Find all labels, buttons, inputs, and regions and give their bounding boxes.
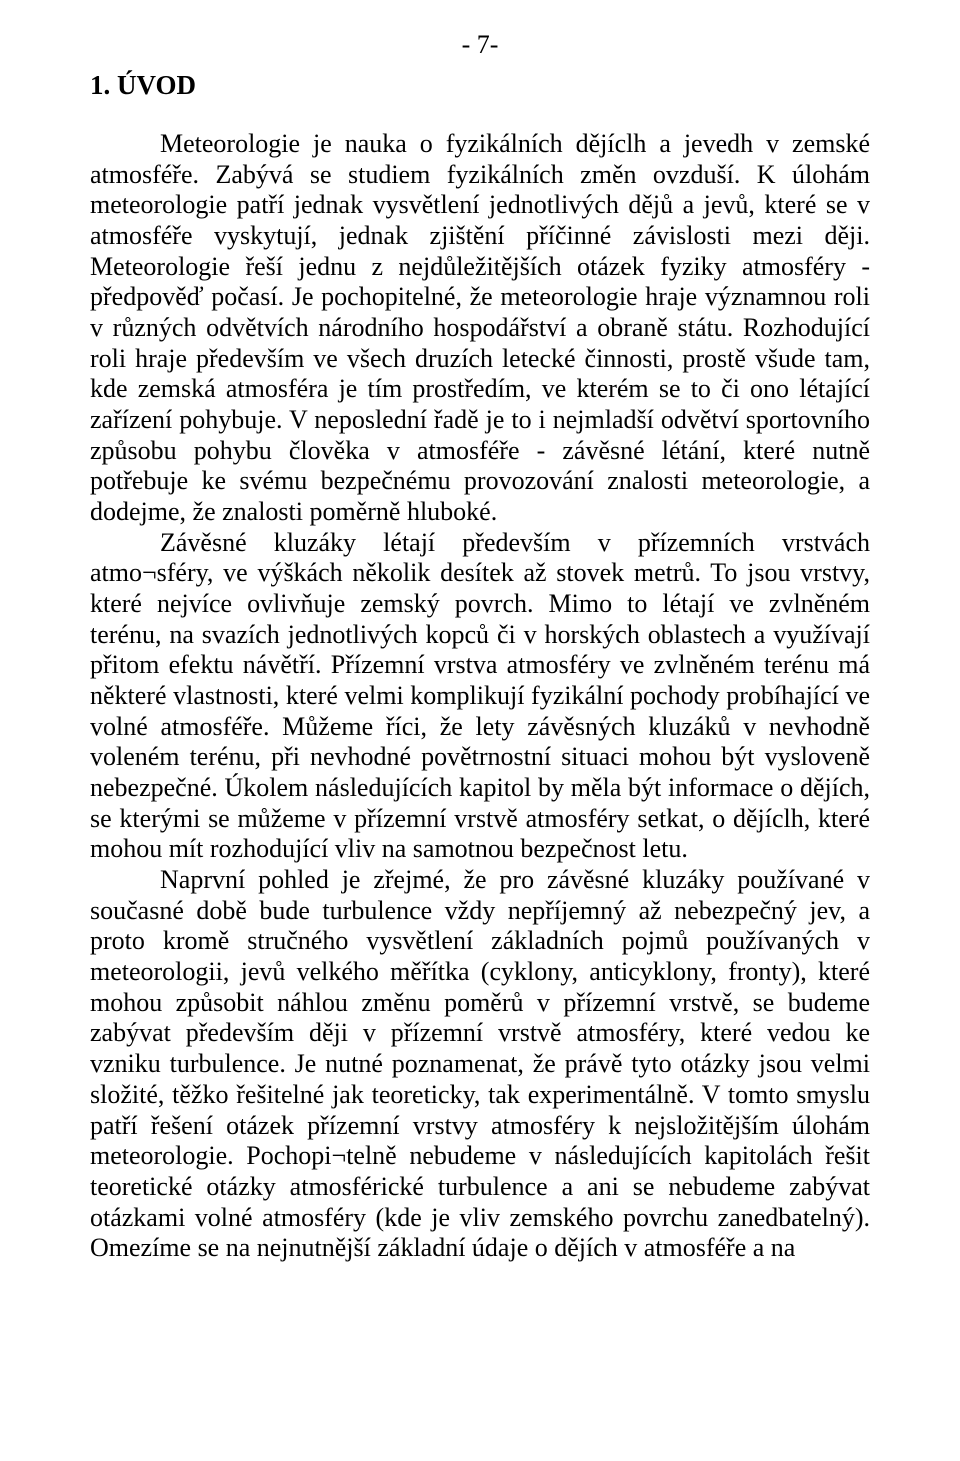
body-text-3: Naprvní pohled je zřejmé, že pro závěsné… xyxy=(90,865,870,1262)
body-paragraph-3: Naprvní pohled je zřejmé, že pro závěsné… xyxy=(90,865,870,1264)
document-page: - 7- 1. ÚVOD Meteorologie je nauka o fyz… xyxy=(0,0,960,1461)
body-text-1: Meteorologie je nauka o fyzikálních dějí… xyxy=(90,129,870,526)
section-heading: 1. ÚVOD xyxy=(90,70,870,101)
body-paragraph-1: Meteorologie je nauka o fyzikálních dějí… xyxy=(90,129,870,528)
body-paragraph-2: Závěsné kluzáky létají především v příze… xyxy=(90,528,870,865)
body-text-2: Závěsné kluzáky létají především v příze… xyxy=(90,528,870,864)
page-number: - 7- xyxy=(90,30,870,60)
